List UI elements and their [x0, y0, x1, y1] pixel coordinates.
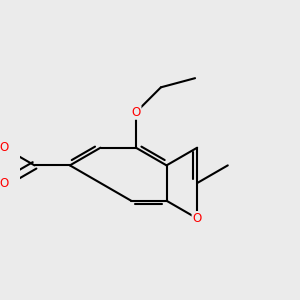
Text: O: O — [0, 141, 8, 154]
Text: O: O — [131, 106, 140, 119]
Text: O: O — [0, 177, 8, 190]
Text: O: O — [193, 212, 202, 225]
